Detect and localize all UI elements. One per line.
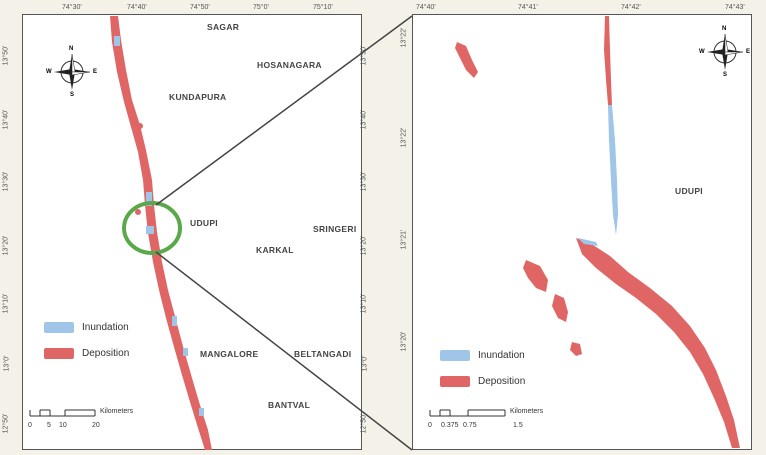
place-sagar: SAGAR: [207, 22, 240, 32]
left-scale-label: 5: [47, 422, 51, 429]
right-legend-deposition: Deposition: [440, 376, 525, 387]
place-kundapura: KUNDAPURA: [169, 92, 227, 102]
zoom-connector-top: [155, 15, 413, 206]
left-inundation-patch: [172, 316, 177, 326]
left-deposition-spot: [135, 209, 141, 215]
right-compass-e: E: [746, 49, 751, 55]
right-scale-bar: [429, 409, 506, 417]
right-coast-deposition: [576, 238, 740, 448]
right-deposition-island: [455, 42, 478, 78]
right-top-tick: 74°41': [518, 4, 538, 11]
right-scale-label: 0.75: [463, 422, 477, 429]
place-beltangadi: BELTANGADI: [294, 349, 352, 359]
place-mangalore: MANGALORE: [200, 349, 259, 359]
place-udupi: UDUPI: [190, 218, 218, 228]
right-river-deposition: [604, 16, 612, 105]
left-scale-label: 20: [92, 422, 100, 429]
right-compass-rose: [707, 33, 744, 70]
left-inundation-patch: [199, 408, 204, 416]
legend-label: Deposition: [478, 376, 526, 387]
legend-label: Inundation: [82, 322, 129, 333]
left-coast-deposition: [110, 16, 212, 450]
right-compass-n: N: [722, 26, 727, 32]
left-inundation-patch: [146, 192, 152, 206]
left-scale-unit: Kilometers: [100, 408, 134, 415]
zoom-connector-bottom: [155, 251, 413, 451]
right-scale-label: 0: [428, 422, 432, 429]
left-top-tick: 74°50': [190, 4, 210, 11]
left-compass-rose: [54, 53, 91, 90]
place-hosanagara: HOSANAGARA: [257, 60, 322, 70]
left-top-tick: 75°10': [313, 4, 333, 11]
deposition-swatch: [44, 348, 74, 359]
right-compass-w: W: [699, 49, 705, 55]
right-scale-label: 1.5: [513, 422, 523, 429]
right-compass-s: S: [723, 72, 728, 78]
place-sringeri: SRINGERI: [313, 224, 357, 234]
left-compass-s: S: [70, 92, 75, 98]
left-inundation-patch: [114, 36, 120, 46]
left-compass-w: W: [46, 69, 52, 75]
left-inundation-patch: [146, 226, 154, 234]
right-legend-inundation: Inundation: [440, 350, 525, 361]
right-deposition-island: [552, 294, 568, 322]
right-deposition-island: [523, 260, 548, 292]
right-river-inundation: [608, 105, 618, 235]
left-inundation-patch: [183, 348, 188, 356]
inundation-swatch: [44, 322, 74, 333]
left-legend-inundation: Inundation: [44, 322, 129, 333]
right-top-tick: 74°40': [416, 4, 436, 11]
left-legend-deposition: Deposition: [44, 348, 129, 359]
left-scale-label: 10: [59, 422, 67, 429]
left-top-tick: 75°0': [253, 4, 269, 11]
left-top-tick: 74°30': [62, 4, 82, 11]
udupi-highlight-circle: [122, 201, 182, 255]
place-bantval: BANTVAL: [268, 400, 311, 410]
left-map-panel: [22, 14, 362, 450]
right-top-tick: 74°43': [725, 4, 745, 11]
place-udupi-zoom: UDUPI: [675, 186, 703, 196]
left-compass-e: E: [93, 69, 98, 75]
inundation-swatch: [440, 350, 470, 361]
right-scale-label: 0.375: [441, 422, 459, 429]
place-karkal: KARKAL: [256, 245, 294, 255]
legend-label: Inundation: [478, 350, 525, 361]
right-coast-inundation: [578, 238, 598, 246]
legend-label: Deposition: [82, 348, 130, 359]
left-scale-bar: [29, 409, 96, 417]
right-top-tick: 74°42': [621, 4, 641, 11]
left-compass-n: N: [69, 46, 74, 52]
deposition-swatch: [440, 376, 470, 387]
right-scale-unit: Kilometers: [510, 408, 544, 415]
right-deposition-island: [570, 342, 582, 356]
left-deposition-spot: [137, 123, 143, 129]
left-top-tick: 74°40': [127, 4, 147, 11]
left-scale-label: 0: [28, 422, 32, 429]
